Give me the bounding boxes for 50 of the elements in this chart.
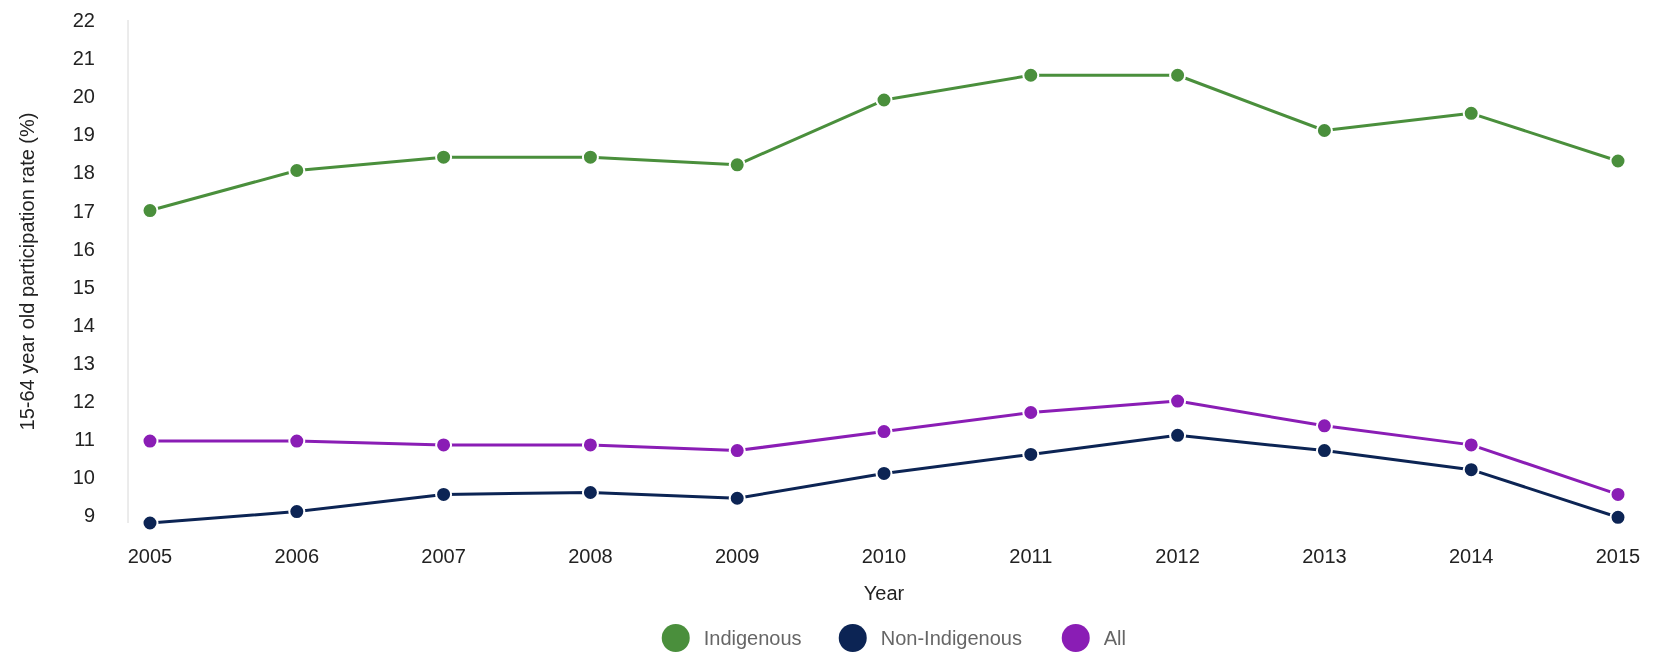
legend-label: Indigenous bbox=[703, 627, 802, 649]
y-tick-label: 12 bbox=[72, 390, 95, 413]
y-tick-label: 14 bbox=[72, 313, 95, 336]
point bbox=[1609, 152, 1627, 170]
x-tick-label: 2007 bbox=[421, 545, 466, 567]
point bbox=[581, 148, 599, 166]
point bbox=[875, 91, 893, 109]
point bbox=[1169, 392, 1187, 410]
y-axis-title: 15-64 year old participation rate (%) bbox=[16, 112, 38, 431]
y-tick-label: 15 bbox=[72, 275, 95, 298]
point bbox=[1609, 508, 1627, 526]
point bbox=[1022, 66, 1040, 84]
y-tick-label: 13 bbox=[72, 351, 95, 374]
legend-label: All bbox=[1103, 627, 1126, 649]
x-tick-label: 2008 bbox=[568, 545, 613, 567]
x-tick-label: 2012 bbox=[1155, 545, 1200, 567]
y-tick-label: 9 bbox=[83, 504, 95, 527]
y-tick-label: 11 bbox=[74, 428, 95, 451]
point bbox=[728, 156, 746, 174]
x-tick-label: 2009 bbox=[714, 545, 760, 567]
y-tick-label: 16 bbox=[72, 237, 95, 260]
x-tick-label: 2013 bbox=[1302, 545, 1347, 567]
point bbox=[288, 432, 306, 450]
x-tick-label: 2010 bbox=[861, 545, 907, 567]
x-tick-label: 2006 bbox=[274, 545, 320, 567]
y-tick-label: 17 bbox=[72, 199, 95, 222]
x-tick-label: 2011 bbox=[1009, 545, 1053, 567]
point bbox=[1315, 417, 1333, 435]
x-tick-label: 2014 bbox=[1448, 545, 1494, 567]
x-axis-title: Year bbox=[863, 582, 905, 604]
x-tick-label: 2005 bbox=[127, 545, 173, 567]
point bbox=[435, 436, 453, 454]
point bbox=[141, 514, 159, 532]
y-tick-label: 18 bbox=[72, 161, 95, 184]
x-tick-label: 2015 bbox=[1595, 545, 1641, 567]
point bbox=[1462, 461, 1480, 479]
y-tick-label: 22 bbox=[72, 9, 95, 31]
y-tick-label: 21 bbox=[72, 47, 95, 70]
point bbox=[141, 432, 159, 450]
y-tick-label: 10 bbox=[72, 466, 95, 489]
legend-label: Non-Indigenous bbox=[880, 627, 1022, 649]
point bbox=[1462, 104, 1480, 122]
point bbox=[1462, 436, 1480, 454]
point bbox=[581, 436, 599, 454]
point bbox=[1169, 426, 1187, 444]
point bbox=[435, 148, 453, 166]
point bbox=[1169, 66, 1187, 84]
y-tick-label: 19 bbox=[72, 123, 95, 146]
point bbox=[728, 489, 746, 507]
y-tick-label: 20 bbox=[72, 85, 95, 108]
